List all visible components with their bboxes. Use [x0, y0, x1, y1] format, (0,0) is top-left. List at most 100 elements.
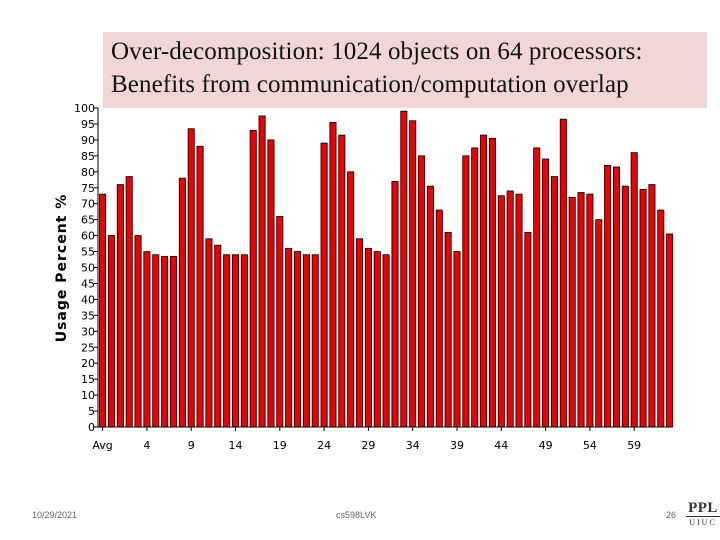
y-tick-label: 75 [81, 182, 95, 195]
y-tick-label: 85 [81, 150, 95, 163]
bar-60 [639, 188, 647, 428]
x-tick-label: 14 [229, 439, 243, 452]
footer-course: cs598LVK [336, 510, 377, 520]
bar-0 [107, 235, 115, 428]
bar-27 [347, 171, 355, 428]
y-axis-label: Usage Percent % [54, 194, 70, 343]
slide-title-line-2: Benefits from communication/computation … [111, 71, 629, 98]
bar-19 [276, 216, 284, 428]
bar-57 [612, 166, 620, 428]
y-tick-label: 90 [81, 134, 95, 147]
bar-26 [338, 134, 346, 428]
bar-32 [391, 180, 399, 428]
x-tick-label: 19 [273, 439, 287, 452]
bar-62 [657, 209, 665, 428]
bar-14 [231, 254, 239, 428]
bar-23 [311, 254, 319, 428]
bar-35 [418, 155, 426, 428]
y-tick-label: 0 [88, 421, 95, 434]
bar-61 [648, 184, 656, 428]
x-tick-label: Avg [92, 439, 112, 452]
y-tick-label: 70 [81, 198, 95, 211]
bar-2 [125, 176, 133, 428]
bar-25 [329, 121, 337, 428]
bar-48 [533, 147, 541, 428]
y-tick-label: 65 [81, 214, 95, 227]
x-tick-label: 24 [317, 439, 331, 452]
bars-layer [99, 110, 674, 428]
footer-page-number: 26 [666, 510, 677, 520]
bar-49 [542, 158, 550, 428]
y-tick-label: 20 [81, 357, 95, 370]
bar-31 [382, 254, 390, 428]
y-tick-label: 45 [81, 277, 95, 290]
bar-36 [426, 185, 434, 428]
bar-34 [409, 120, 417, 428]
bar-50 [550, 176, 558, 428]
x-tick-label: 4 [143, 439, 150, 452]
bar-24 [320, 142, 328, 428]
bar-3 [134, 235, 142, 428]
bar-5 [152, 254, 160, 428]
bar-4 [143, 251, 151, 428]
bar-52 [568, 196, 576, 428]
bar-15 [240, 254, 248, 428]
y-tick-label: 10 [81, 389, 95, 402]
x-ticks: Avg 4 9 14 19 24 29 34 39 44 49 54 59 [92, 427, 641, 452]
y-tick-label: 30 [81, 325, 95, 338]
bar-39 [453, 251, 461, 428]
bar-37 [435, 209, 443, 428]
x-tick-label: 44 [494, 439, 508, 452]
bar-47 [524, 232, 532, 428]
bar-30 [373, 251, 381, 428]
bar-45 [506, 190, 514, 428]
bar-59 [630, 152, 638, 428]
x-tick-label: 59 [627, 439, 641, 452]
y-tick-label: 40 [81, 293, 95, 306]
y-tick-label: 25 [81, 341, 95, 354]
bar-1 [116, 184, 124, 428]
bar-54 [586, 193, 594, 428]
footer-date: 10/29/2021 [32, 510, 78, 520]
bar-18 [267, 139, 275, 428]
bar-53 [577, 192, 585, 428]
slide-title-line-1: Over-decomposition: 1024 objects on 64 p… [111, 38, 643, 65]
bar-9 [187, 128, 195, 428]
y-tick-label: 60 [81, 230, 95, 243]
bar-21 [294, 251, 302, 428]
slide-title-box: Over-decomposition: 1024 objects on 64 p… [103, 32, 707, 108]
y-ticks: 0 5 10 15 20 25 30 35 40 45 50 55 60 65 70 75 80 85 90 95 10… [74, 102, 98, 434]
bar-17 [258, 115, 266, 428]
x-tick-label: 39 [450, 439, 464, 452]
bar-41 [471, 147, 479, 428]
bar-55 [595, 219, 603, 428]
y-tick-label: 80 [81, 166, 95, 179]
x-tick-label: 9 [188, 439, 195, 452]
bar-11 [205, 238, 213, 428]
bar-Avg [99, 193, 107, 428]
y-tick-label: 5 [88, 405, 95, 418]
bar-38 [444, 232, 452, 428]
bar-58 [621, 185, 629, 428]
bar-7 [169, 255, 177, 428]
y-tick-label: 35 [81, 309, 95, 322]
x-tick-label: 34 [406, 439, 420, 452]
bar-13 [223, 254, 231, 428]
bar-56 [604, 165, 612, 428]
bar-8 [178, 177, 186, 428]
bar-33 [400, 110, 408, 428]
bar-28 [356, 238, 364, 428]
bar-44 [497, 195, 505, 428]
y-tick-label: 55 [81, 246, 95, 259]
x-tick-label: 54 [583, 439, 597, 452]
bar-29 [364, 247, 372, 428]
bar-10 [196, 145, 204, 428]
logo-sub-text: UIUC [689, 518, 717, 527]
bar-20 [285, 247, 293, 428]
logo-main-text: PPL [686, 500, 720, 517]
ppl-logo: PPL UIUC [686, 500, 720, 532]
x-tick-label: 29 [361, 439, 375, 452]
y-tick-label: 50 [81, 262, 95, 275]
